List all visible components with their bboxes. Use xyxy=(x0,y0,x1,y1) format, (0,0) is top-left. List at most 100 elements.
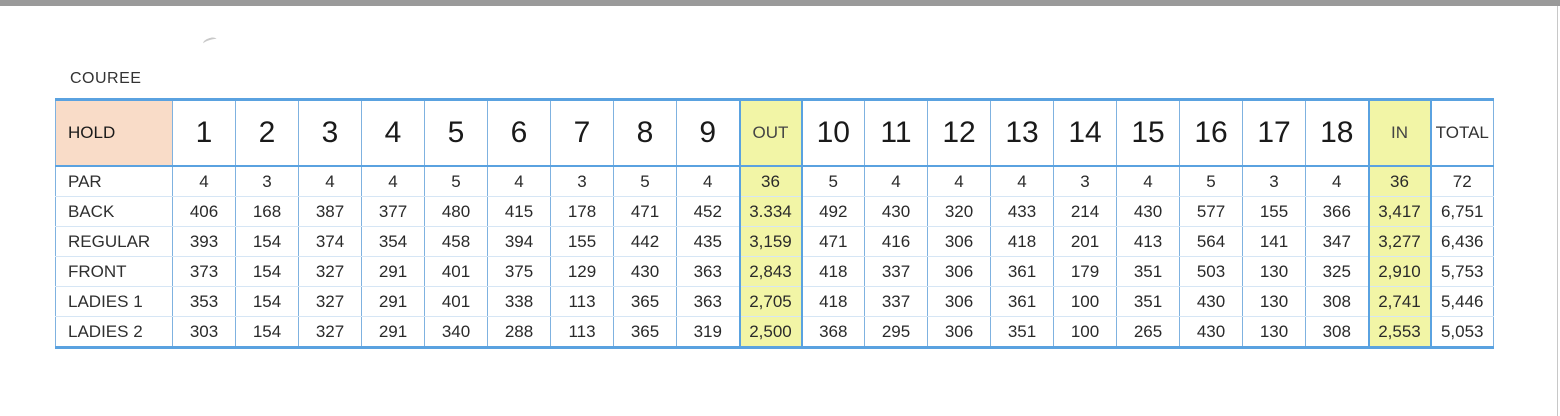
total-cell: 6,751 xyxy=(1430,196,1494,227)
yardage-cell: 179 xyxy=(1053,256,1117,287)
scan-smudge xyxy=(202,36,218,47)
yardage-cell: 433 xyxy=(990,196,1054,227)
yardage-cell: 401 xyxy=(424,256,488,287)
yardage-cell: 214 xyxy=(1053,196,1117,227)
hole-number: 13 xyxy=(990,98,1054,167)
yardage-cell: 368 xyxy=(801,316,865,349)
yardage-cell: 265 xyxy=(1116,316,1180,349)
yardage-cell: 168 xyxy=(235,196,299,227)
yardage-cell: 325 xyxy=(1305,256,1369,287)
total-cell: 5,446 xyxy=(1430,286,1494,317)
yardage-cell: 430 xyxy=(864,196,928,227)
yardage-cell: 351 xyxy=(990,316,1054,349)
yardage-cell: 338 xyxy=(487,286,551,317)
hole-number: 5 xyxy=(424,98,488,167)
yardage-cell: 430 xyxy=(1116,196,1180,227)
yardage-cell: 337 xyxy=(864,256,928,287)
yardage-cell: 361 xyxy=(990,256,1054,287)
hole-number: 14 xyxy=(1053,98,1117,167)
hole-number: 11 xyxy=(864,98,928,167)
tee-label: LADIES 2 xyxy=(55,316,173,349)
total-header: TOTAL xyxy=(1430,98,1494,167)
yardage-cell: 288 xyxy=(487,316,551,349)
yardage-cell: 295 xyxy=(864,316,928,349)
yardage-cell: 100 xyxy=(1053,286,1117,317)
yardage-cell: 377 xyxy=(361,196,425,227)
yardage-cell: 577 xyxy=(1179,196,1243,227)
yardage-cell: 366 xyxy=(1305,196,1369,227)
yardage-cell: 306 xyxy=(927,256,991,287)
yardage-cell: 113 xyxy=(550,316,614,349)
yardage-cell: 5 xyxy=(613,165,677,197)
yardage-cell: 4 xyxy=(172,165,236,197)
tee-row: BACK 406 168 387 377 480 415 178 471 452 3.334 492 4… xyxy=(55,196,1494,227)
yardage-cell: 291 xyxy=(361,286,425,317)
yardage-cell: 347 xyxy=(1305,226,1369,257)
yardage-cell: 130 xyxy=(1242,286,1306,317)
yardage-cell: 5 xyxy=(1179,165,1243,197)
yardage-cell: 3 xyxy=(235,165,299,197)
tee-row: FRONT 373 154 327 291 401 375 129 430 363 2,843 418… xyxy=(55,256,1494,287)
yardage-cell: 435 xyxy=(676,226,740,257)
out-header: OUT xyxy=(738,98,803,167)
yardage-cell: 430 xyxy=(1179,286,1243,317)
yardage-cell: 361 xyxy=(990,286,1054,317)
in-total-cell: 36 xyxy=(1367,165,1432,197)
total-cell: 5,053 xyxy=(1430,316,1494,349)
yardage-cell: 393 xyxy=(172,226,236,257)
yardage-cell: 416 xyxy=(864,226,928,257)
yardage-cell: 178 xyxy=(550,196,614,227)
yardage-cell: 306 xyxy=(927,226,991,257)
yardage-cell: 363 xyxy=(676,286,740,317)
yardage-cell: 337 xyxy=(864,286,928,317)
yardage-cell: 415 xyxy=(487,196,551,227)
out-total-cell: 2,500 xyxy=(738,316,803,349)
hole-number: 9 xyxy=(676,98,740,167)
hole-number: 10 xyxy=(801,98,865,167)
tee-row: LADIES 1 353 154 327 291 401 338 113 365 363 2,705… xyxy=(55,286,1494,317)
yardage-cell: 471 xyxy=(613,196,677,227)
out-total-cell: 2,705 xyxy=(738,286,803,317)
yardage-cell: 387 xyxy=(298,196,362,227)
hole-number: 4 xyxy=(361,98,425,167)
course-caption: COUREE xyxy=(70,70,142,87)
yardage-cell: 3 xyxy=(1053,165,1117,197)
yardage-cell: 5 xyxy=(801,165,865,197)
yardage-cell: 155 xyxy=(1242,196,1306,227)
yardage-cell: 4 xyxy=(990,165,1054,197)
yardage-cell: 303 xyxy=(172,316,236,349)
yardage-cell: 374 xyxy=(298,226,362,257)
yardage-cell: 442 xyxy=(613,226,677,257)
yardage-cell: 452 xyxy=(676,196,740,227)
tee-label: PAR xyxy=(55,165,173,197)
in-header: IN xyxy=(1367,98,1432,167)
yardage-cell: 458 xyxy=(424,226,488,257)
yardage-cell: 4 xyxy=(676,165,740,197)
yardage-cell: 327 xyxy=(298,286,362,317)
yardage-cell: 319 xyxy=(676,316,740,349)
yardage-cell: 363 xyxy=(676,256,740,287)
yardage-cell: 351 xyxy=(1116,286,1180,317)
yardage-cell: 4 xyxy=(864,165,928,197)
out-total-cell: 36 xyxy=(738,165,803,197)
yardage-cell: 4 xyxy=(487,165,551,197)
yardage-cell: 418 xyxy=(801,256,865,287)
scorecard-table: HOLD 1 2 3 4 5 6 7 8 9 OUT 10 11 12 13 1… xyxy=(55,98,1494,349)
yardage-cell: 480 xyxy=(424,196,488,227)
yardage-cell: 154 xyxy=(235,286,299,317)
yardage-cell: 129 xyxy=(550,256,614,287)
page-edge xyxy=(1557,6,1558,416)
hole-number: 1 xyxy=(172,98,236,167)
yardage-cell: 353 xyxy=(172,286,236,317)
yardage-cell: 201 xyxy=(1053,226,1117,257)
yardage-cell: 340 xyxy=(424,316,488,349)
yardage-cell: 327 xyxy=(298,316,362,349)
top-border xyxy=(0,0,1560,6)
yardage-cell: 320 xyxy=(927,196,991,227)
yardage-cell: 471 xyxy=(801,226,865,257)
yardage-cell: 306 xyxy=(927,316,991,349)
out-total-cell: 3,159 xyxy=(738,226,803,257)
hole-number: 8 xyxy=(613,98,677,167)
tee-row: PAR 4 3 4 4 5 4 3 5 4 36 5 4 4 4 3 4 5 3 4 36 72 xyxy=(55,165,1494,197)
